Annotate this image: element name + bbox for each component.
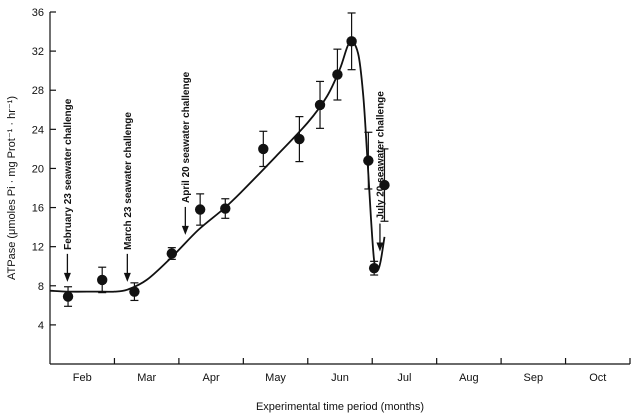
data-point: [258, 143, 269, 155]
annotation-label: March 23 seawater challenge: [123, 112, 134, 250]
y-axis-title: ATPase (μmoles Pi · mg Prot⁻¹ · hr⁻¹): [6, 96, 18, 280]
x-tick-label: Oct: [589, 372, 606, 384]
data-point: [332, 69, 343, 80]
data-point: [97, 274, 108, 286]
data-point: [294, 133, 305, 145]
x-axis-title: Experimental time period (months): [256, 401, 424, 413]
x-tick-label: May: [265, 372, 286, 384]
y-tick-label: 12: [32, 242, 44, 254]
y-tick-label: 32: [32, 46, 44, 58]
axes: [49, 12, 630, 365]
x-tick-label: Mar: [137, 372, 156, 384]
y-tick-label: 20: [32, 163, 44, 175]
annotation-label: July 20 seawater challenge: [375, 91, 386, 220]
x-tick-label: Jun: [331, 372, 349, 384]
data-point: [363, 155, 374, 166]
data-point: [62, 291, 74, 302]
y-tick-label: 28: [32, 85, 44, 97]
data-point: [368, 262, 380, 274]
data-point: [379, 179, 390, 191]
error-bars: [64, 12, 389, 307]
fit-curve: [49, 40, 386, 293]
annotation-label: April 20 seawater challenge: [181, 71, 192, 203]
x-tick-label: Aug: [459, 372, 479, 384]
annotation-arrowhead: [181, 225, 189, 235]
y-tick-label: 8: [38, 281, 44, 293]
x-tick-label: Jul: [397, 372, 411, 384]
annotation-arrowhead: [63, 272, 71, 282]
y-tick-label: 4: [38, 320, 44, 332]
data-point: [166, 248, 177, 259]
annotation-arrowhead: [376, 242, 384, 252]
x-tick-label: Sep: [524, 372, 544, 384]
annotation-arrowhead: [123, 272, 131, 282]
annotation-label: February 23 seawater challenge: [63, 98, 74, 250]
x-tick-label: Feb: [73, 372, 92, 384]
y-tick-label: 24: [32, 124, 44, 136]
y-ticks: 4 8 12 16 20 24 28 32 36: [32, 7, 56, 332]
data-point: [194, 204, 206, 215]
data-point: [314, 99, 326, 111]
y-tick-label: 36: [32, 7, 44, 19]
data-point: [129, 286, 140, 297]
data-point: [220, 203, 231, 214]
y-tick-label: 16: [32, 203, 44, 215]
x-tick-label: Apr: [203, 372, 220, 384]
annotations: February 23 seawater challenge March 23 s…: [63, 71, 386, 282]
data-points: [62, 36, 390, 302]
x-ticks: Feb Mar Apr May Jun Jul Aug Sep Oct: [73, 358, 631, 384]
data-point: [346, 36, 357, 47]
